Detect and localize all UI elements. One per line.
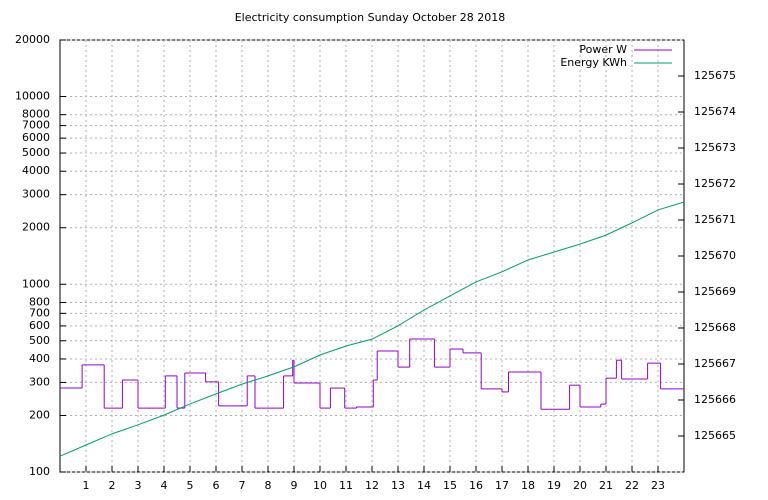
x-tick-label: 8	[265, 479, 272, 492]
y-tick-label: 6000	[22, 131, 50, 144]
y2-tick-label: 125673	[694, 141, 736, 154]
y-tick-label: 100	[29, 465, 50, 478]
x-tick-label: 10	[313, 479, 327, 492]
x-tick-label: 14	[417, 479, 431, 492]
y2-tick-label: 125670	[694, 249, 736, 262]
y2-tick-label: 125666	[694, 393, 736, 406]
y2-tick-label: 125671	[694, 213, 736, 226]
y-tick-label: 7000	[22, 119, 50, 132]
y-tick-label: 20000	[15, 33, 50, 46]
y-tick-label: 500	[29, 334, 50, 347]
x-tick-label: 7	[239, 479, 246, 492]
x-tick-label: 18	[521, 479, 535, 492]
y-tick-label: 10000	[15, 90, 50, 103]
y-tick-label: 4000	[22, 164, 50, 177]
y-tick-label: 3000	[22, 188, 50, 201]
y2-tick-label: 125669	[694, 285, 736, 298]
energy-line	[59, 201, 685, 457]
x-tick-label: 19	[547, 479, 561, 492]
x-tick-label: 3	[135, 479, 142, 492]
y-tick-label: 400	[29, 352, 50, 365]
y-tick-label: 2000	[22, 221, 50, 234]
y2-tick-label: 125674	[694, 105, 736, 118]
x-tick-label: 16	[469, 479, 483, 492]
x-tick-label: 22	[625, 479, 639, 492]
x-tick-label: 11	[339, 479, 353, 492]
x-tick-label: 5	[187, 479, 194, 492]
x-tick-label: 23	[651, 479, 665, 492]
y-tick-label: 8000	[22, 108, 50, 121]
x-tick-label: 9	[291, 479, 298, 492]
y-tick-label: 800	[29, 295, 50, 308]
y-tick-label: 300	[29, 375, 50, 388]
y-tick-label: 700	[29, 306, 50, 319]
y-tick-label: 5000	[22, 146, 50, 159]
y-tick-label: 1000	[22, 277, 50, 290]
x-tick-label: 21	[599, 479, 613, 492]
x-tick-label: 6	[213, 479, 220, 492]
y2-tick-label: 125665	[694, 429, 736, 442]
x-tick-label: 4	[161, 479, 168, 492]
x-tick-label: 1	[83, 479, 90, 492]
y-tick-label: 200	[29, 408, 50, 421]
x-tick-label: 15	[443, 479, 457, 492]
x-tick-label: 13	[391, 479, 405, 492]
y2-tick-label: 125675	[694, 69, 736, 82]
chart-title: Electricity consumption Sunday October 2…	[235, 11, 506, 24]
x-tick-label: 2	[109, 479, 116, 492]
legend-label: Energy KWh	[560, 56, 627, 69]
y2-tick-label: 125668	[694, 321, 736, 334]
y2-tick-label: 125667	[694, 357, 736, 370]
x-tick-label: 17	[495, 479, 509, 492]
x-tick-label: 12	[365, 479, 379, 492]
y2-tick-label: 125672	[694, 177, 736, 190]
legend-label: Power W	[579, 43, 627, 56]
x-tick-label: 20	[573, 479, 587, 492]
y-tick-label: 600	[29, 319, 50, 332]
